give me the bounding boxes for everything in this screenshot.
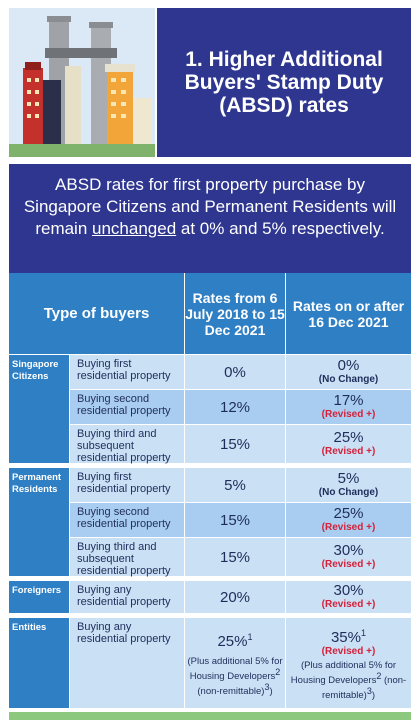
row-old-rate: 0% (185, 355, 285, 389)
row-new-rate: 30% (Revised +) (286, 581, 411, 613)
row-desc: Buying any residential property (70, 581, 184, 613)
rate-change-note: (Revised +) (321, 645, 376, 657)
new-rate-value: 30% (333, 542, 364, 559)
row-desc: Buying third and subsequent residential … (70, 425, 184, 464)
row-new-rate: 17% (Revised +) (286, 390, 411, 424)
row-desc: Buying second residential property (70, 390, 184, 424)
group-permanent-residents: Permanent Residents (9, 468, 69, 576)
new-rate-value: 30% (333, 582, 364, 599)
intro-text-start: ABSD rates for first property purchase b… (23, 175, 397, 238)
rate-change-note: (Revised +) (321, 559, 376, 570)
row-old-rate: 15% (185, 503, 285, 537)
rate-change-note: (Revised +) (321, 599, 376, 610)
group-singapore-citizens: Singapore Citizens (9, 355, 69, 463)
row-desc: Buying third and subsequent residential … (70, 538, 184, 577)
developer-surcharge-note: (Plus additional 5% for Housing Develope… (290, 659, 407, 702)
header-new-rates: Rates on or after 16 Dec 2021 (286, 273, 411, 354)
row-new-rate: 0% (No Change) (286, 355, 411, 389)
rate-change-note: (No Change) (318, 374, 379, 385)
old-rate-value: 25%1 (217, 631, 253, 650)
intro-emphasis: unchanged (92, 219, 177, 238)
footer-strip (9, 712, 411, 720)
rate-change-note: (Revised +) (321, 409, 376, 420)
row-new-rate: 25% (Revised +) (286, 425, 411, 463)
row-desc: Buying any residential property (70, 618, 184, 708)
rate-change-note: (Revised +) (321, 446, 376, 457)
row-old-rate: 15% (185, 538, 285, 576)
developer-surcharge-note: (Plus additional 5% for Housing Develope… (187, 655, 283, 698)
intro-text-end: at 0% and 5% respectively. (176, 219, 385, 238)
row-new-rate: 5% (No Change) (286, 468, 411, 502)
rate-change-note: (Revised +) (321, 522, 376, 533)
new-rate-value: 0% (337, 357, 360, 374)
row-old-rate: 25%1 (Plus additional 5% for Housing Dev… (185, 618, 285, 708)
new-rate-value: 25% (333, 429, 364, 446)
page-title: 1. Higher Additional Buyers' Stamp Duty … (184, 48, 384, 117)
rate-change-note: (No Change) (318, 487, 379, 498)
group-foreigners: Foreigners (9, 581, 69, 613)
header: 1. Higher Additional Buyers' Stamp Duty … (0, 0, 419, 157)
group-entities: Entities (9, 618, 69, 708)
row-desc: Buying first residential property (70, 468, 184, 502)
intro-statement: ABSD rates for first property purchase b… (9, 164, 411, 273)
new-rate-value: 5% (337, 470, 360, 487)
new-rate-value: 17% (333, 392, 364, 409)
title-box: 1. Higher Additional Buyers' Stamp Duty … (157, 8, 411, 157)
row-new-rate: 30% (Revised +) (286, 538, 411, 576)
row-desc: Buying second residential property (70, 503, 184, 537)
new-rate-value: 25% (333, 505, 364, 522)
new-rate-value: 35%1 (330, 627, 367, 646)
row-old-rate: 5% (185, 468, 285, 502)
row-old-rate: 20% (185, 581, 285, 613)
row-new-rate: 35%1 (Revised +) (Plus additional 5% for… (286, 618, 411, 708)
row-desc: Buying first residential property (70, 355, 184, 389)
row-new-rate: 25% (Revised +) (286, 503, 411, 537)
row-old-rate: 12% (185, 390, 285, 424)
city-skyline-illustration (9, 8, 155, 157)
header-old-rates: Rates from 6 July 2018 to 15 Dec 2021 (185, 273, 285, 354)
header-type-of-buyers: Type of buyers (9, 273, 184, 354)
row-old-rate: 15% (185, 425, 285, 463)
